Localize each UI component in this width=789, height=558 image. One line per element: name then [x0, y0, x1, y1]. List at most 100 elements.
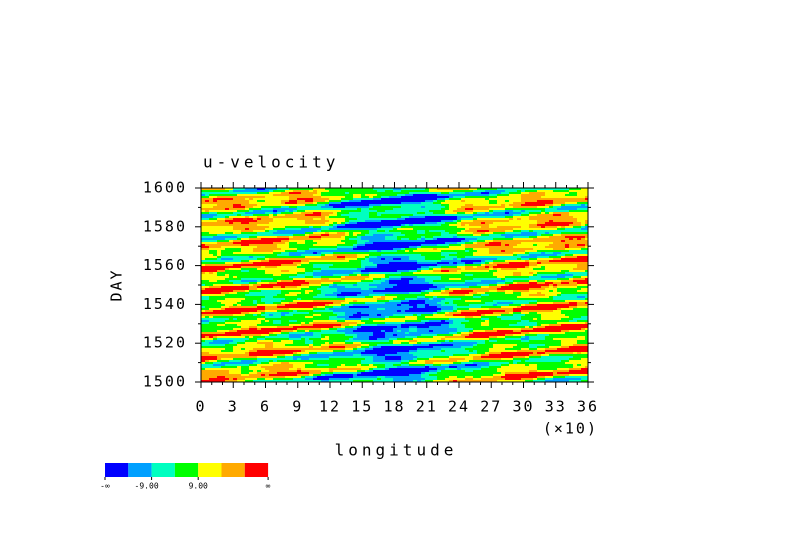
contour-cell — [369, 286, 373, 288]
contour-cell — [373, 342, 377, 344]
contour-cell — [401, 282, 405, 284]
contour-cell — [393, 366, 397, 368]
contour-cell — [301, 274, 305, 276]
contour-cell — [265, 342, 269, 344]
contour-cell — [269, 336, 273, 338]
contour-cell — [261, 250, 265, 252]
contour-cell — [325, 306, 329, 308]
contour-cell — [233, 322, 237, 324]
contour-cell — [397, 280, 401, 282]
contour-cell — [257, 330, 261, 332]
contour-cell — [361, 286, 365, 288]
contour-cell — [345, 232, 349, 234]
contour-cell — [373, 354, 377, 356]
contour-cell — [225, 302, 229, 304]
contour-cell — [225, 312, 229, 314]
contour-cell — [245, 248, 249, 250]
contour-cell — [333, 380, 337, 382]
contour-cell — [309, 270, 313, 272]
contour-cell — [377, 264, 381, 266]
contour-cell — [333, 328, 337, 330]
contour-cell — [389, 246, 393, 248]
contour-cell — [237, 318, 241, 320]
contour-cell — [281, 242, 285, 244]
contour-cell — [249, 364, 253, 366]
contour-cell — [209, 330, 213, 332]
contour-cell — [293, 216, 297, 218]
contour-cell — [297, 206, 301, 208]
contour-cell — [365, 278, 369, 280]
contour-cell — [325, 350, 329, 352]
contour-cell — [377, 276, 381, 278]
contour-cell — [365, 280, 369, 282]
contour-cell — [293, 348, 297, 350]
contour-cell — [209, 188, 213, 190]
contour-cell — [201, 220, 205, 222]
contour-cell — [249, 324, 253, 326]
contour-cell — [333, 306, 337, 308]
contour-cell — [401, 374, 405, 376]
contour-cell — [397, 320, 401, 322]
contour-cell — [261, 326, 265, 328]
contour-cell — [365, 242, 369, 244]
contour-cell — [401, 192, 405, 194]
contour-cell — [357, 320, 361, 322]
contour-cell — [389, 296, 393, 298]
contour-cell — [301, 278, 305, 280]
contour-cell — [277, 244, 281, 246]
contour-cell — [225, 372, 229, 374]
contour-cell — [341, 276, 345, 278]
contour-cell — [205, 206, 209, 208]
contour-cell — [389, 312, 393, 314]
contour-cell — [309, 334, 313, 336]
contour-cell — [229, 338, 233, 340]
contour-cell — [217, 320, 221, 322]
contour-cell — [221, 198, 225, 200]
contour-cell — [389, 350, 393, 352]
contour-cell — [217, 188, 221, 190]
contour-cell — [241, 328, 245, 330]
contour-cell — [229, 224, 233, 226]
contour-cell — [277, 188, 281, 190]
contour-cell — [297, 312, 301, 314]
contour-cell — [281, 250, 285, 252]
contour-cell — [309, 268, 313, 270]
contour-cell — [237, 328, 241, 330]
contour-cell — [297, 258, 301, 260]
contour-cell — [265, 276, 269, 278]
contour-cell — [241, 372, 245, 374]
contour-cell — [305, 322, 309, 324]
contour-cell — [373, 318, 377, 320]
contour-cell — [257, 286, 261, 288]
contour-cell — [277, 330, 281, 332]
contour-cell — [245, 294, 249, 296]
contour-cell — [377, 272, 381, 274]
contour-cell — [321, 322, 325, 324]
contour-cell — [249, 302, 253, 304]
contour-cell — [293, 320, 297, 322]
contour-cell — [361, 314, 365, 316]
contour-cell — [337, 248, 341, 250]
contour-cell — [401, 320, 405, 322]
contour-cell — [301, 284, 305, 286]
contour-cell — [273, 264, 277, 266]
contour-cell — [261, 270, 265, 272]
contour-cell — [325, 360, 329, 362]
contour-cell — [365, 328, 369, 330]
contour-cell — [329, 280, 333, 282]
contour-cell — [213, 324, 217, 326]
contour-cell — [389, 366, 393, 368]
contour-cell — [405, 228, 409, 230]
contour-cell — [377, 366, 381, 368]
contour-cell — [261, 324, 265, 326]
contour-cell — [301, 246, 305, 248]
contour-cell — [385, 254, 389, 256]
contour-cell — [309, 196, 313, 198]
contour-cell — [285, 362, 289, 364]
contour-cell — [309, 344, 313, 346]
contour-cell — [237, 370, 241, 372]
contour-cell — [261, 306, 265, 308]
contour-cell — [365, 346, 369, 348]
contour-cell — [225, 342, 229, 344]
contour-cell — [353, 280, 357, 282]
